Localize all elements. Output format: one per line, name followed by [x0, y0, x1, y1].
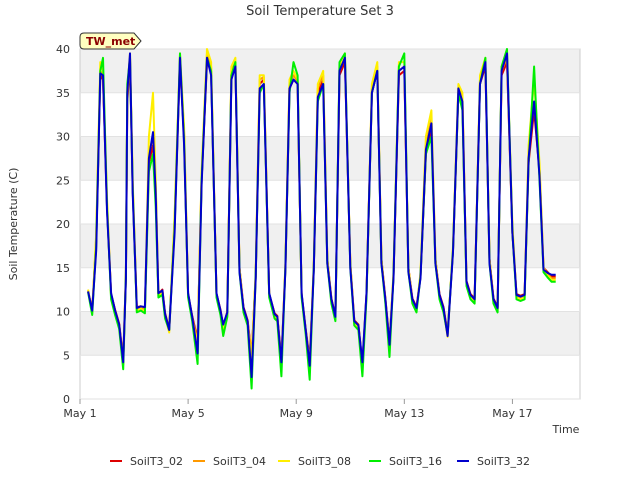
- x-tick-label: May 13: [384, 407, 424, 420]
- x-axis-ticks: May 1 May 5 May 9 May 13 May 17: [63, 399, 533, 420]
- gridlines: [80, 48, 580, 400]
- series-line-soilt3_32: [87, 52, 556, 379]
- y-tick-label: 5: [63, 349, 70, 362]
- plot-background-bands: [80, 49, 580, 356]
- y-tick-label: 20: [56, 218, 70, 231]
- legend: SoilT3_02 SoilT3_04 SoilT3_08 SoilT3_16 Soil…: [110, 455, 530, 468]
- y-tick-label: 10: [56, 306, 70, 319]
- legend-item-soilt3_04: SoilT3_04: [193, 455, 266, 468]
- y-tick-label: 25: [56, 174, 70, 187]
- series-lines: [87, 48, 556, 390]
- chart-title: Soil Temperature Set 3: [246, 4, 394, 19]
- plot-band: [80, 224, 580, 268]
- site-badge-label: TW_met: [86, 35, 135, 48]
- x-tick-label: May 5: [171, 407, 204, 420]
- x-tick-label: May 9: [280, 407, 313, 420]
- plot-band: [80, 49, 580, 93]
- x-tick-label: May 17: [492, 407, 532, 420]
- x-axis-label: Time: [552, 423, 580, 436]
- y-tick-label: 15: [56, 262, 70, 275]
- x-tick-label: May 1: [63, 407, 96, 420]
- site-badge-box: [79, 32, 142, 50]
- legend-item-soilt3_16: SoilT3_16: [369, 455, 442, 468]
- legend-label: SoilT3_32: [477, 455, 530, 468]
- y-axis-ticks: 0 5 10 15 20 25 30 35 40: [56, 43, 70, 406]
- y-axis-label: Soil Temperature (C): [7, 168, 20, 281]
- plot-band: [80, 136, 580, 181]
- y-tick-label: 30: [56, 131, 70, 144]
- y-tick-label: 40: [56, 43, 70, 56]
- y-tick-label: 35: [56, 87, 70, 100]
- plot-band: [80, 311, 580, 356]
- legend-label: SoilT3_02: [130, 455, 183, 468]
- legend-item-soilt3_02: SoilT3_02: [110, 455, 183, 468]
- legend-item-soilt3_32: SoilT3_32: [457, 455, 530, 468]
- legend-label: SoilT3_16: [389, 455, 442, 468]
- legend-item-soilt3_08: SoilT3_08: [278, 455, 351, 468]
- legend-label: SoilT3_04: [213, 455, 266, 468]
- site-badge: TW_met: [79, 32, 142, 50]
- legend-label: SoilT3_08: [298, 455, 351, 468]
- y-tick-label: 0: [63, 393, 70, 406]
